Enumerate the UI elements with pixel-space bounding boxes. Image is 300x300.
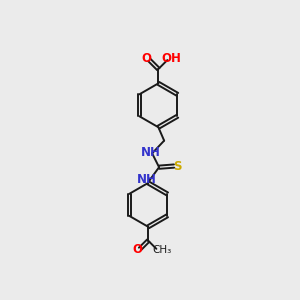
Text: O: O — [142, 52, 152, 65]
Text: S: S — [173, 160, 182, 172]
Text: CH₃: CH₃ — [153, 245, 172, 255]
Text: O: O — [132, 244, 142, 256]
Text: OH: OH — [161, 52, 181, 65]
Text: NH: NH — [141, 146, 161, 159]
Text: NH: NH — [137, 173, 157, 186]
